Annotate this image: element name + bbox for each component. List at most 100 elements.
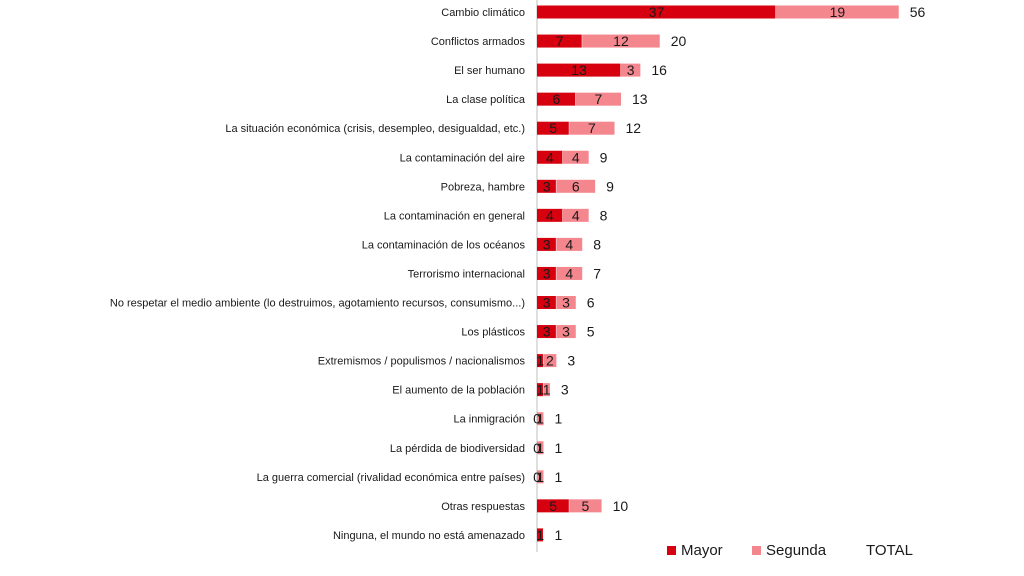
data-label-mayor: 3 [543, 295, 551, 311]
data-label-segunda: 4 [565, 265, 573, 281]
bar-segunda [537, 470, 544, 484]
data-label-total: 16 [651, 62, 667, 78]
bar-segunda [562, 208, 589, 222]
data-label-total: 20 [671, 33, 687, 49]
data-label-mayor: 7 [556, 33, 564, 49]
data-label-total: 12 [626, 120, 642, 136]
data-label-segunda: 4 [572, 149, 580, 165]
data-label-segunda: 19 [830, 4, 846, 20]
bar-mayor [537, 92, 576, 106]
bar-segunda [776, 5, 899, 19]
category-label: La contaminación en general [384, 210, 525, 222]
data-label-segunda: 7 [594, 91, 602, 107]
bar-segunda [556, 237, 583, 251]
data-label-total: 9 [600, 149, 608, 165]
bar-segunda [569, 499, 602, 513]
data-label-segunda: 1 [536, 469, 544, 485]
data-label-mayor: 4 [546, 149, 554, 165]
data-label-mayor: 1 [536, 527, 544, 543]
data-label-segunda: 2 [546, 353, 554, 369]
data-label-total: 10 [613, 498, 629, 514]
data-label-total: 5 [587, 324, 595, 340]
data-label-segunda: 1 [543, 382, 551, 398]
data-label-total: 13 [632, 91, 648, 107]
legend-label-total: TOTAL [866, 542, 913, 559]
data-label-total: 1 [554, 527, 562, 543]
category-label: La guerra comercial (rivalidad económica… [257, 472, 525, 484]
category-label: Ninguna, el mundo no está amenazado [333, 530, 525, 542]
data-label-mayor: 3 [543, 236, 551, 252]
category-label: La inmigración [453, 414, 525, 426]
data-label-segunda: 4 [572, 207, 580, 223]
legend-label-mayor: Mayor [681, 542, 723, 559]
bar-mayor [537, 63, 621, 77]
data-label-mayor: 3 [543, 324, 551, 340]
legend-swatch-mayor [667, 546, 676, 555]
category-label: La contaminación del aire [400, 152, 525, 164]
bar-mayor [537, 237, 557, 251]
data-label-segunda: 3 [562, 295, 570, 311]
category-label: Terrorismo internacional [408, 268, 525, 280]
data-label-mayor: 1 [536, 353, 544, 369]
bar-segunda [575, 92, 621, 106]
bar-segunda [620, 63, 641, 77]
data-label-segunda: 7 [588, 120, 596, 136]
data-label-total: 9 [606, 178, 614, 194]
bar-mayor [537, 528, 544, 542]
data-label-total: 1 [554, 411, 562, 427]
data-label-mayor: 37 [649, 4, 665, 20]
data-label-total: 3 [561, 382, 569, 398]
bar-mayor [537, 208, 563, 222]
bar-mayor [537, 354, 544, 368]
bar-mayor [537, 121, 570, 135]
category-label: Otras respuestas [441, 501, 525, 513]
data-label-mayor: 3 [543, 178, 551, 194]
category-label: Pobreza, hambre [441, 181, 525, 193]
bar-segunda [537, 412, 544, 426]
category-label: La clase política [446, 94, 526, 106]
bar-segunda [556, 266, 583, 280]
bar-segunda [556, 296, 576, 309]
data-label-segunda: 3 [627, 62, 635, 78]
bar-segunda [556, 325, 576, 339]
data-label-total: 1 [554, 469, 562, 485]
legend-swatch-segunda [752, 546, 761, 555]
data-label-total: 1 [554, 440, 562, 456]
data-label-total: 8 [600, 207, 608, 223]
bar-segunda [543, 354, 557, 368]
bar-segunda [537, 441, 544, 455]
bar-mayor [537, 34, 583, 48]
data-label-segunda: 3 [562, 324, 570, 340]
category-label: Cambio climático [441, 7, 525, 19]
data-label-mayor: 5 [549, 498, 557, 514]
data-label-total: 7 [593, 265, 601, 281]
bar-mayor [537, 5, 776, 19]
category-label: El aumento de la población [392, 385, 525, 397]
data-label-mayor: 4 [546, 207, 554, 223]
bar-mayor [537, 499, 570, 513]
category-label: Conflictos armados [431, 36, 526, 48]
category-label: Extremismos / populismos / nacionalismos [318, 356, 526, 368]
bar-mayor [537, 266, 557, 280]
legend-label-segunda: Segunda [766, 542, 827, 559]
category-label: Los plásticos [461, 327, 525, 339]
category-label: El ser humano [454, 65, 525, 77]
data-label-mayor: 13 [571, 62, 587, 78]
data-label-total: 6 [587, 295, 595, 311]
bar-mayor [537, 179, 557, 193]
bar-segunda [556, 179, 596, 193]
data-label-total: 8 [593, 236, 601, 252]
category-label: La pérdida de biodiversidad [390, 443, 525, 455]
data-label-segunda: 4 [565, 236, 573, 252]
bar-mayor [537, 383, 544, 397]
bar-mayor [537, 296, 557, 309]
data-label-mayor: 6 [552, 91, 560, 107]
data-label-segunda: 1 [536, 411, 544, 427]
data-label-mayor: 5 [549, 120, 557, 136]
bar-segunda [569, 121, 615, 135]
data-label-segunda: 5 [582, 498, 590, 514]
bar-segunda [562, 150, 589, 164]
data-label-total: 56 [910, 4, 926, 20]
data-label-segunda: 6 [572, 178, 580, 194]
